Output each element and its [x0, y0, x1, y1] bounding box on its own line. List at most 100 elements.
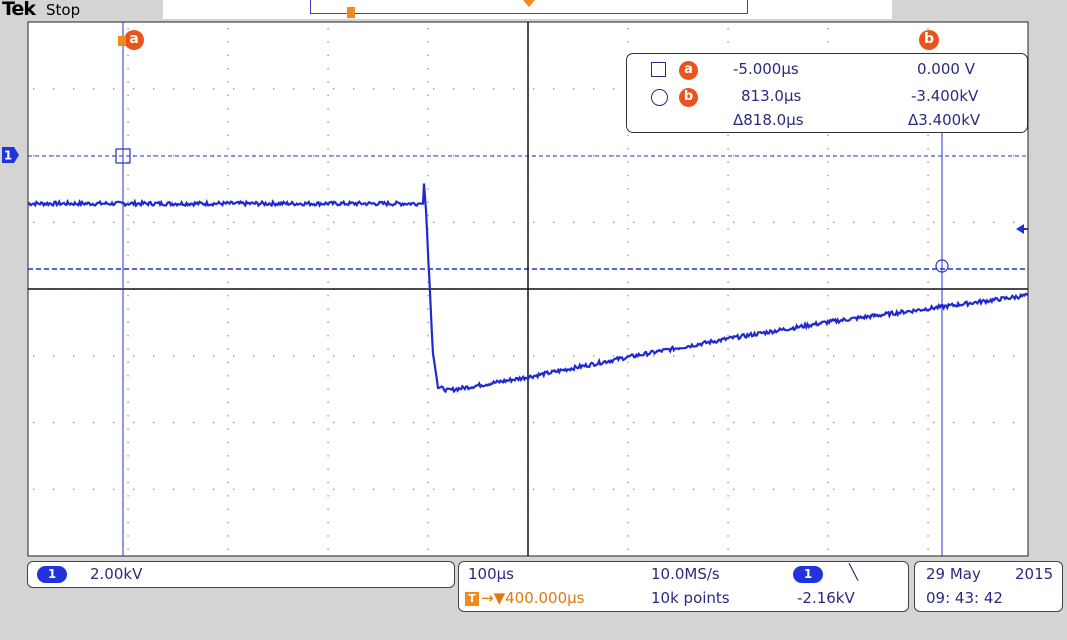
channel1-scale: 2.00kV	[90, 565, 143, 583]
grid-dot	[127, 548, 129, 550]
grid-dot	[327, 108, 329, 110]
grid-dot	[727, 281, 729, 283]
grid-dot	[713, 154, 715, 157]
grid-dot	[153, 421, 155, 424]
grid-dot	[827, 388, 829, 390]
grid-dot	[627, 348, 629, 350]
grid-dot	[853, 488, 855, 490]
grid-dot	[127, 428, 129, 430]
grid-dot	[327, 495, 329, 497]
grid-dot	[213, 88, 215, 90]
grid-dot	[127, 188, 129, 190]
grid-dot	[427, 54, 429, 56]
grid-dot	[73, 421, 75, 424]
grid-dot	[353, 421, 355, 424]
grid-dot	[927, 521, 929, 524]
grid-dot	[127, 228, 129, 230]
grid-dot	[433, 488, 435, 490]
grid-dot	[293, 88, 295, 90]
grid-dot	[933, 421, 935, 424]
grid-dot	[153, 355, 155, 357]
grid-dot	[427, 481, 429, 484]
grid-dot	[753, 421, 755, 424]
grid-dot	[693, 488, 695, 490]
grid-dot	[493, 488, 495, 490]
grid-dot	[693, 355, 695, 357]
grid-dot	[227, 214, 229, 217]
grid-dot	[327, 375, 329, 377]
grid-dot	[973, 421, 975, 424]
grid-dot	[1013, 355, 1015, 357]
grid-dot	[427, 134, 429, 137]
grid-dot	[173, 154, 175, 157]
grid-dot	[53, 154, 55, 157]
grid-dot	[827, 295, 829, 297]
channel1-badge: 1	[37, 566, 67, 583]
grid-dot	[327, 94, 329, 97]
grid-dot	[433, 88, 435, 90]
grid-dot	[127, 401, 129, 404]
grid-dot	[127, 295, 129, 297]
grid-dot	[893, 154, 895, 157]
grid-dot	[127, 361, 129, 364]
grid-dot	[427, 41, 429, 43]
grid-dot	[153, 154, 155, 157]
grid-dot	[633, 421, 635, 424]
grid-dot	[113, 88, 115, 90]
record-window-bracket	[310, 0, 748, 14]
grid-dot	[453, 88, 455, 90]
grid-dot	[427, 361, 429, 364]
grid-dot	[927, 241, 929, 243]
grid-dot	[613, 488, 615, 490]
grid-dot	[927, 308, 929, 310]
grid-dot	[127, 254, 129, 257]
grid-dot	[627, 161, 629, 163]
grid-dot	[533, 355, 535, 357]
grid-dot	[827, 548, 829, 550]
grid-dot	[973, 488, 975, 490]
grid-dot	[927, 335, 929, 337]
grid-dot	[427, 321, 429, 323]
grid-dot	[633, 221, 635, 223]
grid-dot	[327, 401, 329, 404]
grid-dot	[127, 54, 129, 56]
grid-dot	[873, 154, 875, 157]
grid-dot	[613, 355, 615, 357]
grid-dot	[453, 421, 455, 424]
grid-dot	[827, 148, 829, 150]
grid-dot	[327, 415, 329, 417]
grid-dot	[227, 535, 229, 537]
grid-dot	[793, 355, 795, 357]
grid-dot	[553, 488, 555, 490]
grid-dot	[827, 228, 829, 230]
channel1-panel[interactable]: 1 2.00kV	[27, 561, 455, 588]
grid-dot	[493, 421, 495, 424]
grid-dot	[927, 188, 929, 190]
grid-dot	[1013, 488, 1015, 490]
grid-dot	[233, 88, 235, 90]
grid-dot	[393, 421, 395, 424]
grid-dot	[727, 495, 729, 497]
grid-dot	[427, 68, 429, 70]
grid-dot	[427, 201, 429, 203]
grid-dot	[727, 161, 729, 163]
grid-dot	[227, 161, 229, 163]
grid-dot	[873, 488, 875, 490]
grid-dot	[927, 28, 929, 30]
grid-dot	[733, 221, 735, 223]
grid-dot	[993, 221, 995, 223]
grid-dot	[373, 221, 375, 223]
grid-dot	[553, 88, 555, 90]
grid-dot	[673, 221, 675, 223]
grid-dot	[727, 201, 729, 203]
horizontal-trigger-panel[interactable]: 100µs 10.0MS/s 1 ╲ T →▼400.000µs 10k poi…	[458, 561, 909, 612]
grid-dot	[827, 174, 829, 177]
grid-dot	[673, 421, 675, 424]
grid-dot	[427, 228, 429, 230]
grid-dot	[727, 508, 729, 510]
grid-dot	[227, 188, 229, 190]
grid-dot	[653, 355, 655, 357]
grid-dot	[727, 321, 729, 323]
time: 09: 43: 42	[926, 589, 1003, 607]
grid-dot	[733, 355, 735, 357]
